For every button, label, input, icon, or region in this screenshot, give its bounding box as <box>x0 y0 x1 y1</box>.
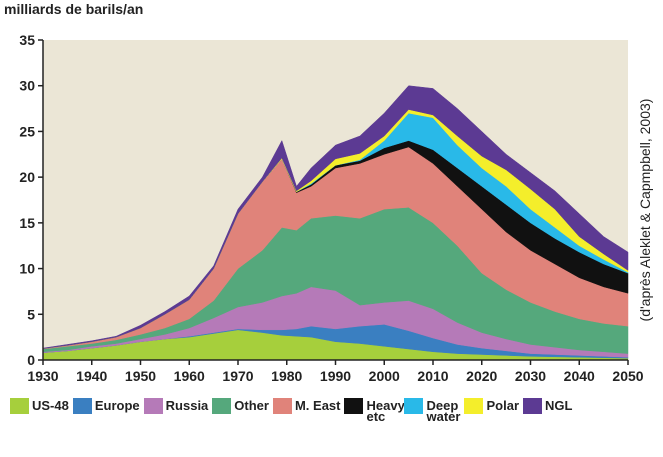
legend-label: Deep water <box>426 398 461 424</box>
legend-label: Heavy etc <box>366 398 405 424</box>
y-tick-label: 5 <box>27 306 35 322</box>
y-tick-label: 30 <box>19 78 35 94</box>
legend-swatch <box>523 398 542 414</box>
legend-item: Polar <box>464 398 519 414</box>
area <box>42 85 629 349</box>
y-tick-label: 10 <box>19 261 35 277</box>
legend-swatch <box>272 398 292 414</box>
legend-label: US-48 <box>32 398 69 413</box>
y-tick-label: 0 <box>27 352 35 368</box>
legend-label: Other <box>234 398 269 413</box>
legend-item: Europe <box>72 398 140 414</box>
x-tick-label: 1990 <box>320 368 351 384</box>
annotation: (d'après Aleklet & Capmpbell, 2003) <box>637 99 653 322</box>
x-tick-label: 1980 <box>271 368 302 384</box>
x-tick-label: 2040 <box>564 368 595 384</box>
legend-label: Polar <box>486 398 519 413</box>
legend-item: NGL <box>523 398 572 414</box>
legend-swatch <box>404 398 424 414</box>
legend-swatch <box>10 398 29 414</box>
legend-swatch <box>464 398 484 414</box>
y-tick-label: 35 <box>19 32 35 48</box>
y-tick-label: 20 <box>19 169 35 185</box>
y-tick-label: 25 <box>19 123 35 139</box>
x-tick-label: 1970 <box>222 368 253 384</box>
x-tick-label: 2010 <box>417 368 448 384</box>
legend: US-48 Europe Russia Other M. East Heavy etc De… <box>10 398 576 424</box>
x-tick-label: 2020 <box>466 368 497 384</box>
x-tick-label: 1940 <box>76 368 107 384</box>
x-tick-label: 2050 <box>612 368 643 384</box>
legend-item: Deep water <box>404 398 461 424</box>
legend-item: M. East <box>272 398 341 414</box>
legend-item: Heavy etc <box>344 398 405 424</box>
y-tick-label: 15 <box>19 215 35 231</box>
legend-swatch <box>212 398 232 414</box>
legend-label: Europe <box>94 398 140 413</box>
legend-swatch <box>344 398 364 414</box>
y-axis-label: milliards de barils/an <box>4 1 143 17</box>
legend-label: Russia <box>165 398 209 413</box>
x-tick-label: 2000 <box>369 368 400 384</box>
legend-swatch <box>143 398 163 414</box>
legend-item: Russia <box>143 398 209 414</box>
legend-item: Other <box>212 398 269 414</box>
chart: milliards de barils/an (d'après Aleklet … <box>4 1 653 384</box>
x-tick-label: 1930 <box>27 368 58 384</box>
legend-swatch <box>72 398 92 414</box>
legend-label: NGL <box>545 398 573 413</box>
legend-item: US-48 <box>10 398 69 414</box>
x-tick-label: 1960 <box>174 368 205 384</box>
legend-label: M. East <box>294 398 341 413</box>
x-tick-label: 1950 <box>125 368 156 384</box>
x-tick-label: 2030 <box>515 368 546 384</box>
